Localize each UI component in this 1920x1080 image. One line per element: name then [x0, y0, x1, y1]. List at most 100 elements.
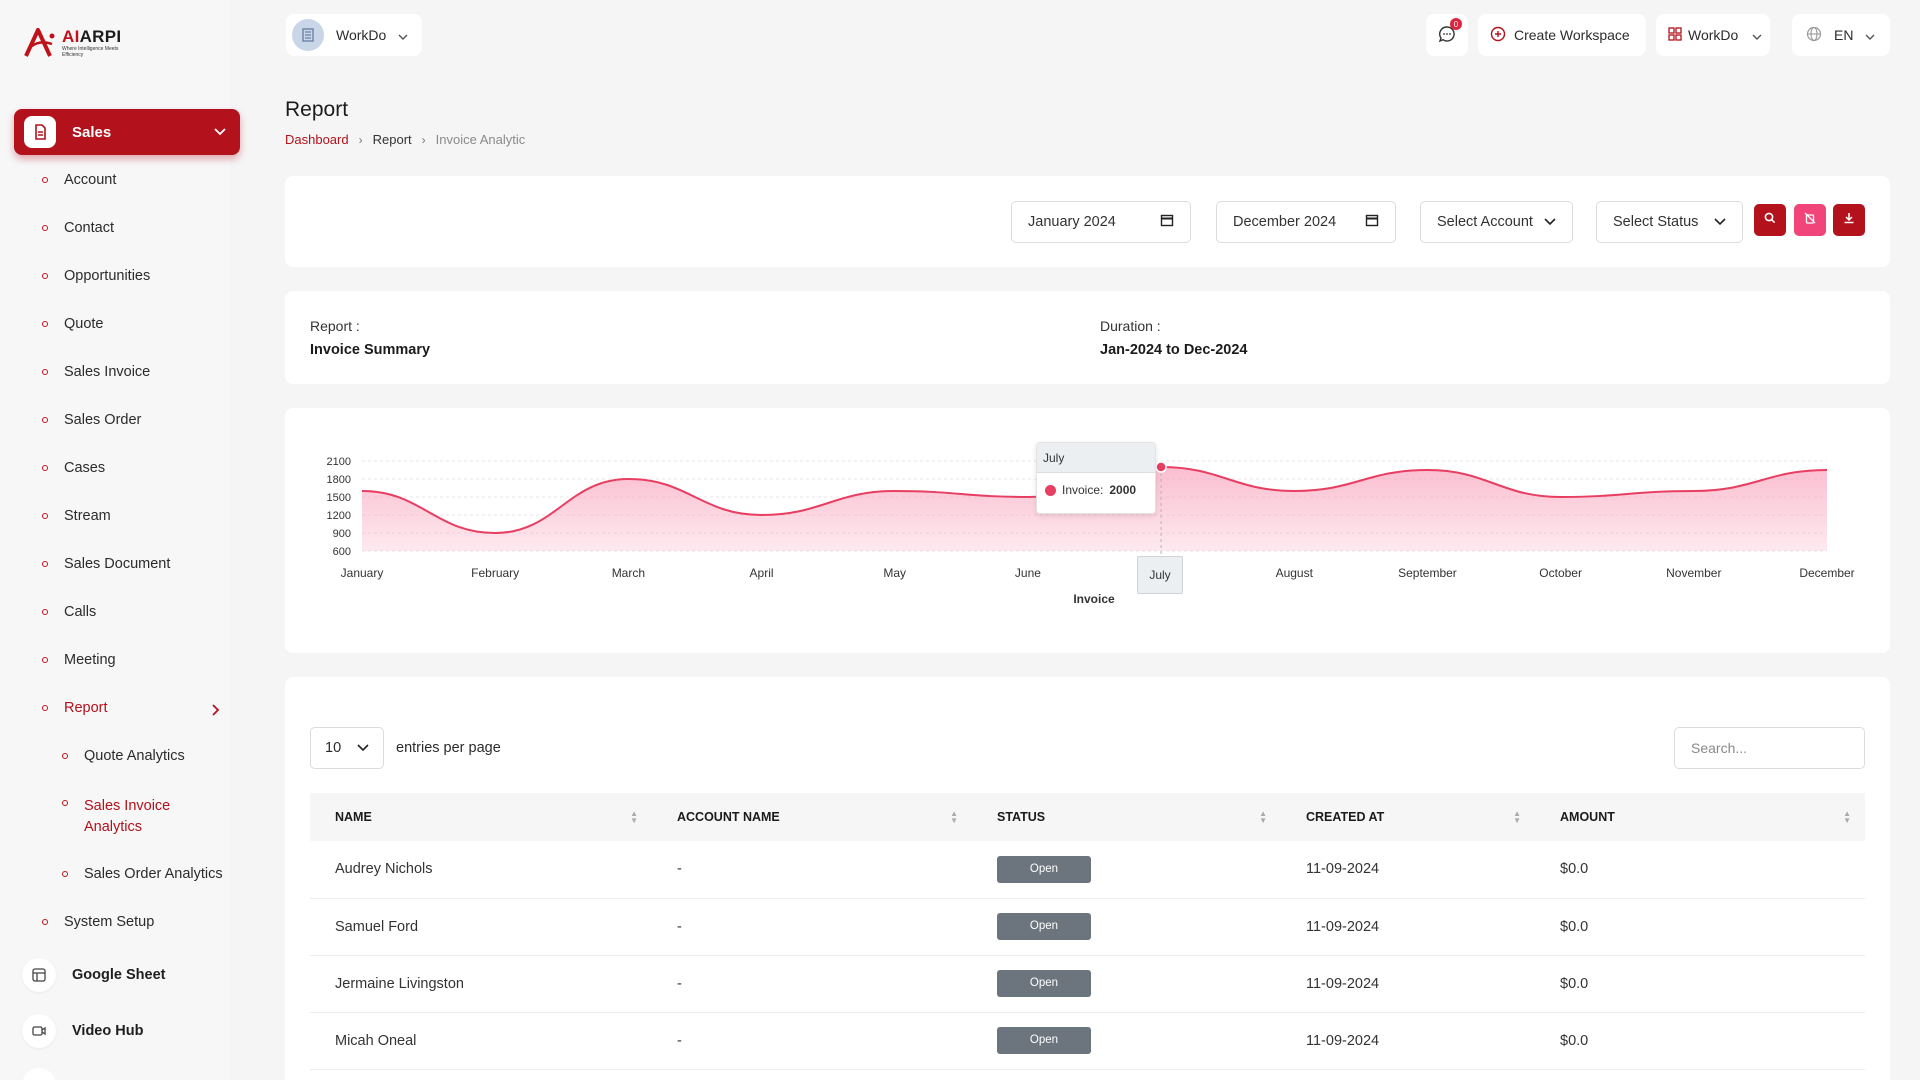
x-tick-label: September	[1398, 566, 1457, 580]
brand-logo[interactable]: AIARPI Where Intelligence Meets Efficien…	[22, 26, 121, 60]
end-month-input[interactable]: December 2024	[1216, 201, 1396, 243]
sidebar-item-google-sheet[interactable]: Google Sheet	[22, 958, 165, 992]
sidebar-item-sales-order[interactable]: Sales Order	[42, 412, 141, 428]
sidebar-item-partial[interactable]	[22, 1068, 56, 1080]
sidebar-item-report[interactable]: Report	[42, 700, 108, 716]
y-tick-label: 600	[333, 546, 351, 558]
sidebar-item-label: Stream	[64, 508, 111, 524]
duration-label: Duration :	[1100, 318, 1161, 334]
cell-status: Open	[972, 1012, 1281, 1070]
bullet-icon	[42, 465, 48, 471]
sidebar-item-label: System Setup	[64, 914, 155, 930]
reset-button[interactable]	[1794, 204, 1826, 236]
column-header-account-name[interactable]: ACCOUNT NAME ▲ ▼	[677, 809, 958, 825]
cell-created: 11-09-2024	[1281, 1012, 1535, 1070]
sidebar-item-meeting[interactable]: Meeting	[42, 652, 116, 668]
calendar-icon[interactable]	[1160, 213, 1174, 231]
sidebar-item-label: Google Sheet	[72, 967, 166, 983]
y-tick-label: 2100	[327, 456, 351, 468]
chevron-down-icon	[357, 740, 369, 756]
sidebar: AIARPI Where Intelligence Meets Efficien…	[0, 0, 240, 1080]
series-dot-icon	[1045, 484, 1056, 496]
sidebar-item-label: Opportunities	[64, 268, 151, 284]
page-title: Report	[285, 98, 349, 121]
workspace-name: WorkDo	[336, 27, 387, 43]
search-icon	[1764, 211, 1776, 229]
calendar-icon[interactable]	[1365, 213, 1379, 231]
table-icon	[22, 958, 56, 992]
sidebar-item-quote[interactable]: Quote	[42, 316, 104, 332]
sidebar-item-label: Quote Analytics	[84, 748, 185, 764]
chevron-down-icon	[1714, 214, 1726, 230]
chevron-right-icon: ›	[358, 132, 363, 147]
sidebar-item-label: Quote	[64, 316, 104, 332]
entries-select[interactable]: 10	[310, 727, 384, 769]
column-header-name[interactable]: NAME ▲ ▼	[335, 809, 638, 825]
sidebar-item-account[interactable]: Account	[42, 172, 116, 188]
column-header-created-at[interactable]: CREATED AT ▲ ▼	[1306, 809, 1521, 825]
sidebar-item-label: Sales Order	[64, 412, 142, 428]
start-month-input[interactable]: January 2024	[1011, 201, 1191, 243]
x-tick-label: August	[1276, 566, 1314, 580]
sidebar-item-label: Sales Document	[64, 556, 171, 572]
tooltip-series: Invoice:	[1062, 483, 1104, 497]
sidebar-item-calls[interactable]: Calls	[42, 604, 96, 620]
sort-icon[interactable]: ▲ ▼	[1513, 809, 1521, 825]
language-selector[interactable]: EN	[1792, 14, 1890, 56]
breadcrumb-current: Invoice Analytic	[435, 132, 526, 147]
breadcrumb-dashboard[interactable]: Dashboard	[285, 132, 349, 147]
bullet-icon	[42, 705, 48, 711]
tooltip-value: 2000	[1109, 483, 1137, 497]
cell-name: Samuel Ford	[310, 898, 652, 956]
bullet-icon	[42, 225, 48, 231]
search-placeholder: Search...	[1691, 740, 1748, 756]
sidebar-item-cases[interactable]: Cases	[42, 460, 105, 476]
cell-created: 11-09-2024	[1281, 898, 1535, 956]
sidebar-item-sales-document[interactable]: Sales Document	[42, 556, 170, 572]
bullet-icon	[62, 753, 68, 759]
sidebar-item-label: Cases	[64, 460, 106, 476]
sidebar-item-contact[interactable]: Contact	[42, 220, 114, 236]
sidebar-item-label: Meeting	[64, 652, 116, 668]
download-button[interactable]	[1833, 204, 1865, 236]
breadcrumb: Dashboard › Report › Invoice Analytic	[285, 132, 525, 147]
cell-amount: $0.0	[1535, 955, 1865, 1013]
filter-card: January 2024 December 2024 Select Accoun…	[285, 176, 1890, 267]
sidebar-item-sales-order-analytics[interactable]: Sales Order Analytics	[62, 866, 223, 882]
start-month-value: January 2024	[1028, 214, 1116, 230]
table-row: Micah Oneal - Open 11-09-2024 $0.0	[310, 1012, 1865, 1070]
status-select[interactable]: Select Status	[1596, 201, 1743, 243]
plus-circle-icon	[1490, 26, 1506, 45]
duration-value: Jan-2024 to Dec-2024	[1100, 342, 1248, 358]
workspace-menu[interactable]: WorkDo	[1656, 14, 1770, 56]
chevron-down-icon	[398, 27, 408, 43]
sort-icon[interactable]: ▲ ▼	[950, 809, 958, 825]
sidebar-item-video-hub[interactable]: Video Hub	[22, 1014, 143, 1048]
workspace-switcher[interactable]: WorkDo	[286, 14, 422, 56]
cell-created: 11-09-2024	[1281, 841, 1535, 899]
sort-icon[interactable]: ▲ ▼	[1843, 809, 1851, 825]
account-select[interactable]: Select Account	[1420, 201, 1573, 243]
chevron-down-icon	[1544, 214, 1556, 230]
sidebar-item-system-setup[interactable]: System Setup	[42, 914, 154, 930]
breadcrumb-report[interactable]: Report	[372, 132, 412, 147]
table-row: Audrey Nichols - Open 11-09-2024 $0.0	[310, 841, 1865, 899]
search-button[interactable]	[1754, 204, 1786, 236]
x-tick-label: March	[612, 566, 645, 580]
highlight-point	[1155, 461, 1167, 473]
sort-icon[interactable]: ▲ ▼	[630, 809, 638, 825]
sidebar-item-sales-invoice[interactable]: Sales Invoice	[42, 364, 150, 380]
sidebar-item-quote-analytics[interactable]: Quote Analytics	[62, 748, 185, 764]
sidebar-item-sales-invoice-analytics[interactable]: Sales Invoice Analytics	[62, 796, 174, 838]
column-header-amount[interactable]: AMOUNT ▲ ▼	[1560, 809, 1851, 825]
create-workspace-button[interactable]: Create Workspace	[1478, 14, 1646, 56]
messages-button[interactable]: 0	[1426, 14, 1468, 56]
sidebar-sales-menu[interactable]: Sales	[14, 109, 240, 155]
sidebar-item-stream[interactable]: Stream	[42, 508, 111, 524]
x-tick-label: April	[750, 566, 774, 580]
logo-mark-icon	[22, 26, 58, 60]
table-search-input[interactable]: Search...	[1674, 727, 1865, 769]
sort-icon[interactable]: ▲ ▼	[1259, 809, 1267, 825]
column-header-status[interactable]: STATUS ▲ ▼	[997, 809, 1267, 825]
sidebar-item-opportunities[interactable]: Opportunities	[42, 268, 150, 284]
